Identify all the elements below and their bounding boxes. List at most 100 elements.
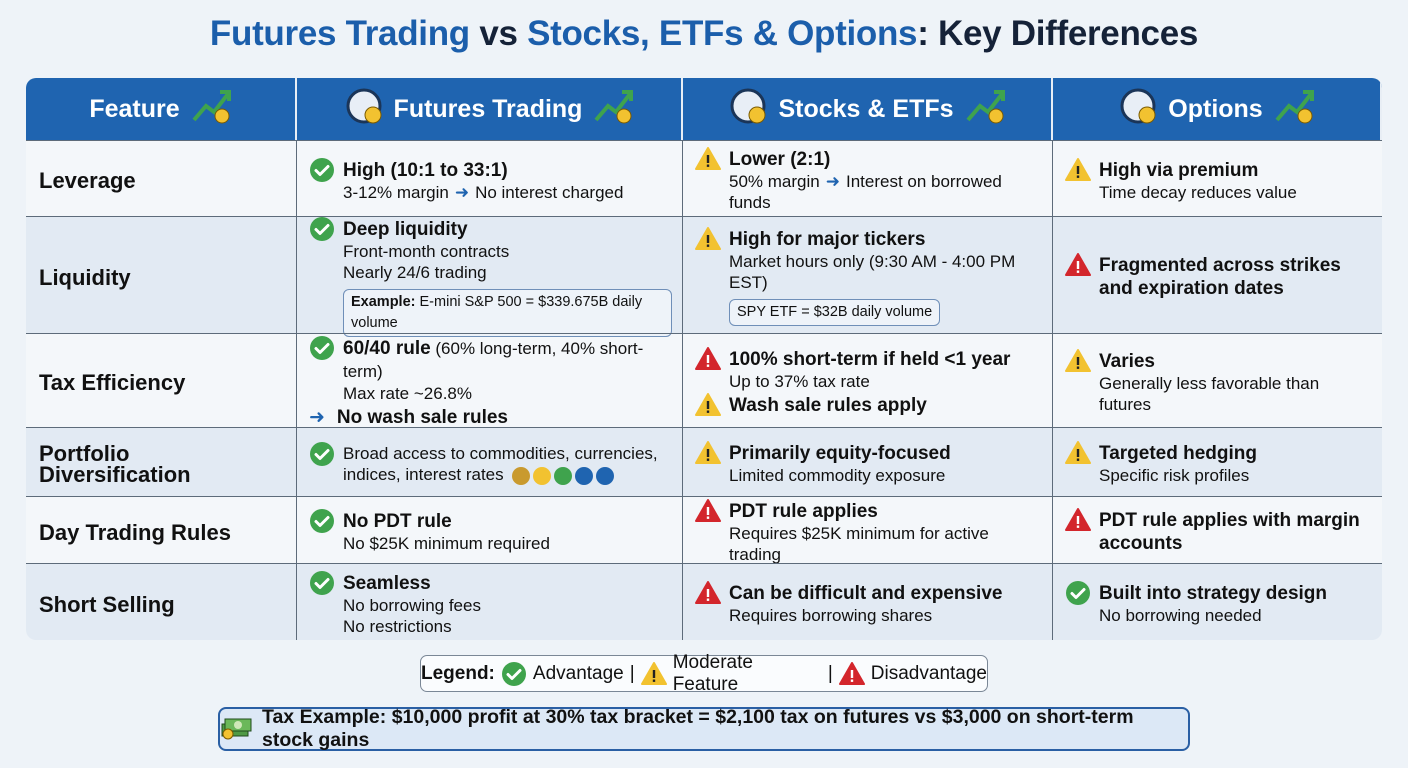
cell-content: Deep liquidity Front-month contracts Nearl… [309,216,672,337]
cell-line: Broad access to commodities, currencies, [343,443,658,464]
table-cell: Fragmented across strikes and expiration… [1053,216,1382,333]
cell-line-text: Time decay reduces value [1099,182,1297,202]
example-note: Example: E-mini S&P 500 = $339.675B dail… [343,288,672,337]
feature-label: Short Selling [26,563,297,640]
check-circle-icon [501,661,527,687]
cell-line: Front-month contracts [343,241,672,262]
cell-content: No PDT rule No $25K minimum required [309,508,672,554]
cell-content: High via premium Time decay reduces value [1065,157,1372,203]
asset-icon [532,466,551,485]
cell-line-text: Nearly 24/6 trading [343,262,487,282]
check-circle-icon [309,157,335,183]
warning-triangle-icon [1065,440,1091,466]
alert-triangle-icon [1065,507,1091,533]
cell-body: Primarily equity-focused Limited commodit… [729,442,951,486]
tax-example-text: Tax Example: $10,000 profit at 30% tax b… [262,706,1134,751]
comparison-table: Feature Futures Trading Stocks & ETFs Optio… [26,78,1382,640]
cell-title-text: Can be difficult and expensive [729,583,1003,604]
cell-content: Lower (2:1) 50% margin ➜ Interest on borrow… [695,147,1042,213]
stock-certificate-icon [728,86,768,133]
warning-triangle-icon [1065,348,1091,374]
note-label: Example: [351,293,416,310]
cell-body: High for major tickers Market hours only … [729,228,1042,326]
cell-title: Seamless [343,572,481,595]
asset-icon [595,466,614,485]
cell-line-text: Interest on borrowed funds [729,172,1002,212]
check-circle-icon [309,508,335,534]
table-cell: High (10:1 to 33:1) 3-12% margin ➜ No inter… [297,140,683,216]
cell-title-text: Lower (2:1) [729,149,831,170]
cell-content: Seamless No borrowing fees No restrictions [309,570,672,637]
cell-title-text: Deep liquidity [343,218,468,240]
alert-triangle-icon [695,498,721,524]
feature-label: Leverage [26,140,297,216]
cell-line: Time decay reduces value [1099,182,1297,203]
cell-extra: Wash sale rules apply [695,392,1010,418]
legend-separator: | [629,662,635,684]
alert-triangle-icon [838,661,865,687]
cell-body: Fragmented across strikes and expiration… [1099,254,1372,300]
cell-title-text: Fragmented across strikes and expiration… [1099,255,1341,299]
cell-title: Targeted hedging [1099,442,1257,465]
cell-line-text: Requires $25K minimum for active trading [729,523,989,564]
cell-line-text: Requires borrowing shares [729,606,933,625]
cell-line: 3-12% margin ➜ No interest charged [343,182,623,203]
cell-line-text: Specific risk profiles [1099,466,1250,485]
table-cell: Can be difficult and expensive Requires b… [683,563,1053,640]
money-stack-icon [220,712,254,746]
header-label: Feature [89,94,180,123]
table-cell: 100% short-term if held <1 year Up to 37%… [683,333,1053,427]
check-circle-icon [309,216,335,242]
cell-body: No PDT rule No $25K minimum required [343,510,550,554]
check-circle-icon [1065,580,1091,606]
arrow-right-icon: ➜ [454,182,470,202]
table-cell: Targeted hedging Specific risk profiles [1053,427,1382,496]
table-cell: Broad access to commodities, currencies,… [297,427,683,496]
legend-advantage: Advantage [532,662,624,684]
cell-title: 100% short-term if held <1 year [729,348,1010,371]
cell-content: PDT rule applies with margin accounts [1065,507,1372,555]
cell-line: Requires $25K minimum for active trading [729,523,1042,565]
cell-title: Deep liquidity [343,218,672,241]
cell-title: High via premium [1099,159,1297,182]
cell-title-text: High for major tickers [729,229,926,250]
cell-line-text: Generally less favorable than futures [1099,374,1320,414]
header-label: Stocks & ETFs [778,94,954,123]
cell-content: Fragmented across strikes and expiration… [1065,253,1372,300]
cell-content: Can be difficult and expensive Requires b… [695,581,1042,626]
cell-body: PDT rule applies Requires $25K minimum fo… [729,500,1042,565]
cell-title: Varies [1099,350,1372,373]
buy-sell-icon [1273,86,1315,133]
cell-content: Targeted hedging Specific risk profiles [1065,440,1372,486]
header-feature: Feature [26,78,297,140]
cell-line-text: Up to 37% tax rate [729,371,870,391]
tax-example-box: Tax Example: $10,000 profit at 30% tax b… [218,706,1190,751]
cell-title-text: Varies [1099,351,1155,372]
cell-line: Generally less favorable than futures [1099,373,1372,415]
table-cell: Seamless No borrowing fees No restrictions [297,563,683,640]
warning-triangle-icon [695,392,721,418]
cell-title: Lower (2:1) [729,148,1042,171]
table-cell: Lower (2:1) 50% margin ➜ Interest on borrow… [683,140,1053,216]
header-label: Options [1168,94,1263,123]
legend-separator: | [827,662,833,684]
table-cell: 60/40 rule (60% long-term, 40% short-ter… [297,333,683,428]
cell-line-text: Max rate ~26.8% [343,383,472,403]
cell-body: High (10:1 to 33:1) 3-12% margin ➜ No inter… [343,159,623,203]
cell-line-text: Broad access to commodities, currencies, [343,444,658,463]
arrow-right-icon: ➜ [309,406,325,428]
legend: Legend: Advantage | Moderate Feature | D… [420,652,988,695]
cell-title-text: PDT rule applies [729,500,878,522]
header-label: Futures Trading [393,94,583,123]
cell-title: Fragmented across strikes and expiration… [1099,254,1372,300]
legend-moderate: Moderate Feature [672,651,753,695]
table-cell: Primarily equity-focused Limited commodit… [683,427,1053,496]
cell-line-text: No borrowing fees [343,595,481,615]
cell-body: Can be difficult and expensive Requires b… [729,582,1002,626]
arrow-right-icon: ➜ [825,172,840,191]
feature-label: Liquidity [26,216,297,333]
cell-title-text: 100% short-term if held <1 year [729,348,1011,370]
feature-label: Tax Efficiency [26,333,297,427]
table-cell: Built into strategy design No borrowing n… [1053,563,1382,640]
example-note: SPY ETF = $32B daily volume [729,299,941,326]
